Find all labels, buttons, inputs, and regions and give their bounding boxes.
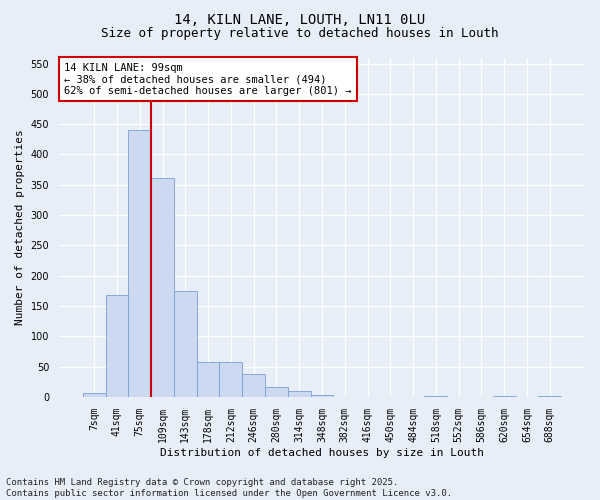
Bar bbox=[83, 392, 106, 397]
Bar bbox=[424, 396, 447, 397]
Text: Contains HM Land Registry data © Crown copyright and database right 2025.
Contai: Contains HM Land Registry data © Crown c… bbox=[6, 478, 452, 498]
Text: 14, KILN LANE, LOUTH, LN11 0LU: 14, KILN LANE, LOUTH, LN11 0LU bbox=[175, 12, 425, 26]
Text: 14 KILN LANE: 99sqm
← 38% of detached houses are smaller (494)
62% of semi-detac: 14 KILN LANE: 99sqm ← 38% of detached ho… bbox=[64, 62, 352, 96]
Bar bbox=[197, 362, 220, 397]
Bar bbox=[538, 396, 561, 397]
Bar bbox=[220, 362, 242, 397]
Bar bbox=[174, 291, 197, 397]
Y-axis label: Number of detached properties: Number of detached properties bbox=[15, 130, 25, 325]
Bar bbox=[493, 396, 515, 397]
Bar bbox=[242, 374, 265, 397]
Bar bbox=[151, 178, 174, 397]
Text: Size of property relative to detached houses in Louth: Size of property relative to detached ho… bbox=[101, 28, 499, 40]
Bar bbox=[106, 295, 128, 397]
Bar bbox=[311, 394, 334, 397]
Bar bbox=[288, 391, 311, 397]
Bar bbox=[128, 130, 151, 397]
X-axis label: Distribution of detached houses by size in Louth: Distribution of detached houses by size … bbox=[160, 448, 484, 458]
Bar bbox=[265, 386, 288, 397]
